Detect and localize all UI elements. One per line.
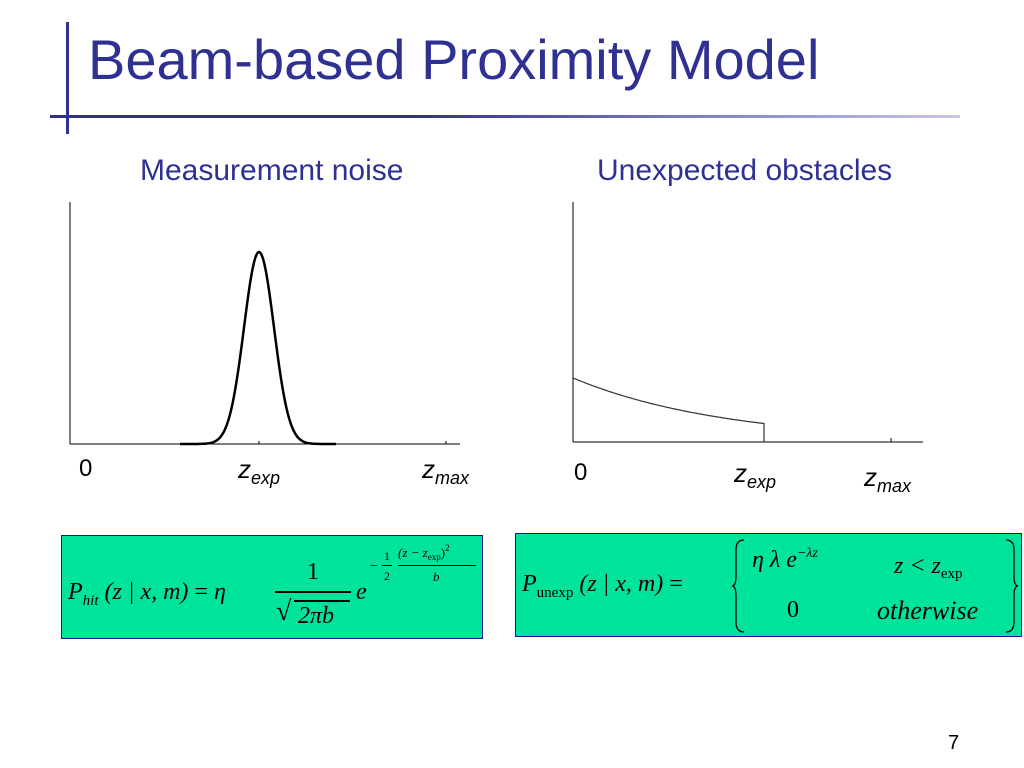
right-x-label-zmax: zmax: [864, 462, 912, 496]
left-x-label-zmax: zmax: [422, 454, 470, 488]
right-x-label-zexp: zexp: [734, 458, 777, 492]
hit-e: e: [356, 579, 367, 605]
title-vertical-rule: [66, 22, 69, 134]
hit-lhs: Phit (z | x, m) = η: [68, 579, 226, 609]
zexp-sub-right: exp: [747, 472, 777, 492]
hit-eta: η: [213, 579, 226, 605]
zmax-base: z: [422, 454, 435, 484]
unexp-lhs-P: P: [522, 571, 537, 597]
right-subtitle: Unexpected obstacles: [597, 154, 893, 187]
exp-minus: −: [370, 559, 378, 574]
exp-half-den: 2: [384, 569, 390, 583]
hit-formula-box: Phit (z | x, m) = η 1 √ 2πb e − 1 2 (z −…: [61, 535, 483, 639]
unexp-lhs-sub: unexp: [536, 585, 574, 601]
case2-cond: otherwise: [877, 596, 979, 625]
case1-cond-text: z < z: [894, 553, 941, 579]
exp-main-bar: [398, 565, 476, 566]
hit-frac-num: 1: [307, 559, 319, 585]
unexp-lhs-args: (z | x, m): [579, 571, 664, 597]
gaussian-curve: [180, 250, 336, 446]
left-brace: [732, 539, 745, 633]
zexp-sub: exp: [251, 468, 281, 488]
zmax-base-right: z: [864, 462, 877, 492]
zmax-sub: max: [435, 468, 470, 488]
case1-expr: η λ e−λz: [752, 546, 818, 573]
unexp-equals: =: [669, 571, 683, 597]
slide-title: Beam-based Proximity Model: [88, 28, 820, 91]
hit-lhs-sub: hit: [82, 593, 99, 609]
exponential-curve: [572, 377, 765, 442]
unexp-lhs: Punexp (z | x, m) =: [522, 571, 683, 601]
exp-num-text: (z − z: [398, 545, 428, 560]
exp-num-close: ): [440, 545, 446, 560]
left-x-label-zero: 0: [79, 455, 93, 482]
exp-half-num: 1: [384, 549, 390, 563]
case2-expr: 0: [787, 597, 799, 623]
zexp-base-right: z: [734, 458, 747, 488]
right-brace: [1005, 539, 1018, 633]
exp-num-sup: 2: [445, 543, 450, 553]
page-number: 7: [948, 732, 960, 754]
hit-equals: =: [194, 579, 208, 605]
case1-cond: z < zexp: [894, 553, 963, 582]
exp-den: b: [433, 569, 440, 584]
hit-lhs-args: (z | x, m): [104, 579, 189, 605]
left-subtitle: Measurement noise: [140, 154, 404, 187]
hit-frac-den: 2πb: [298, 603, 335, 629]
hit-lhs-P: P: [68, 579, 83, 605]
zmax-sub-right: max: [877, 476, 912, 496]
title-horizontal-rule: [50, 115, 960, 118]
sqrt-overline: [294, 600, 350, 602]
exp-num: (z − zexp)2: [398, 543, 450, 562]
right-x-label-zero: 0: [574, 459, 588, 486]
exp-num-sub: exp: [427, 552, 441, 562]
case1-cond-sub: exp: [940, 566, 963, 582]
unexpected-obstacles-chart: [572, 202, 923, 443]
case1-sup: −λz: [796, 546, 818, 561]
exp-half-bar: [382, 565, 392, 566]
zexp-base: z: [238, 454, 251, 484]
measurement-noise-chart: [69, 202, 460, 446]
hit-frac-bar: [275, 591, 351, 593]
left-x-label-zexp: zexp: [238, 454, 281, 488]
unexp-formula-box: Punexp (z | x, m) = η λ e−λz z < zexp 0 …: [515, 533, 1022, 637]
sqrt-sign: √: [276, 596, 292, 627]
case1-expr-text: η λ e: [752, 547, 797, 573]
